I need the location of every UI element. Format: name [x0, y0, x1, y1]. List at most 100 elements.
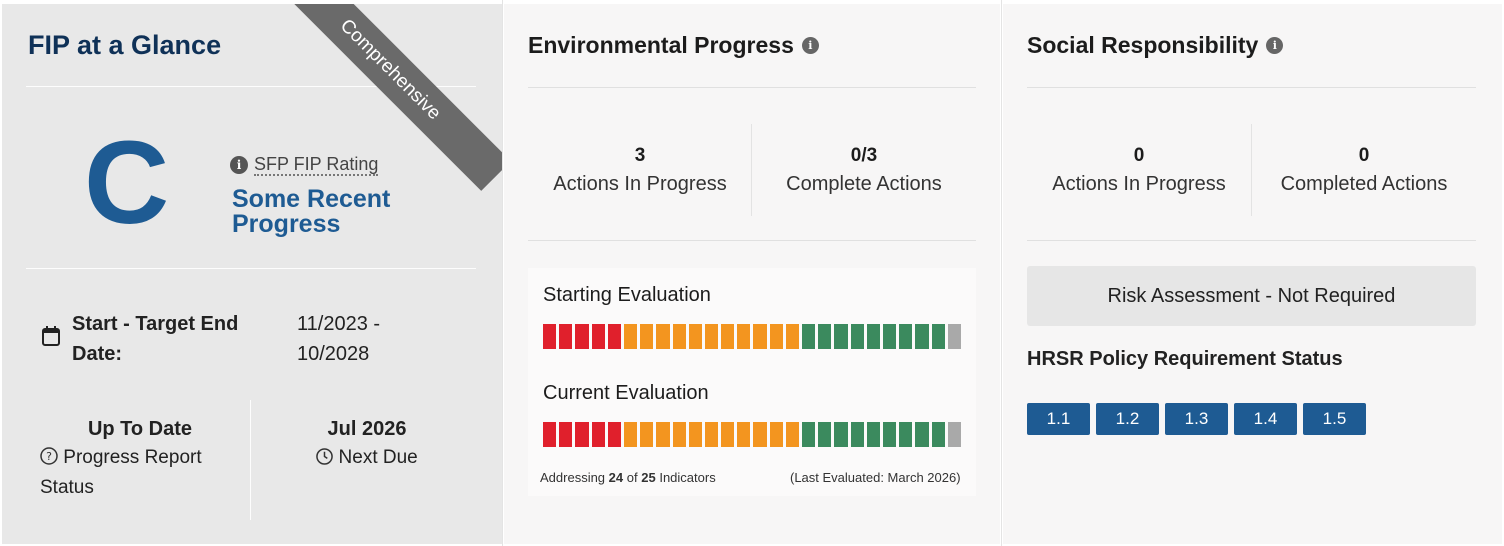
evaluation-segment-red [607, 324, 621, 349]
evaluation-segment-orange [656, 324, 670, 349]
evaluation-segment-orange [704, 422, 719, 447]
evaluation-segment-green [802, 422, 816, 447]
environmental-title-row: Environmental Progress i [528, 32, 819, 59]
report-status: Up To Date [87, 418, 193, 440]
env-actions-in-progress-label: Actions In Progress [553, 173, 727, 195]
evaluation-segment-green [834, 324, 848, 349]
report-status-label-row: ? Progress Report Status [40, 443, 240, 503]
evaluation-segment-green [818, 422, 832, 447]
calendar-icon [42, 326, 60, 346]
social-actions-in-progress: 0 Actions In Progress [1027, 144, 1251, 200]
starting-evaluation-label: Starting Evaluation [543, 284, 711, 306]
evaluation-segment-orange [785, 422, 799, 447]
policy-pill-1-3[interactable]: 1.3 [1165, 403, 1228, 435]
report-status-block: Up To Date ? Progress Report Status [40, 418, 240, 503]
evaluation-segment-orange [721, 422, 735, 447]
clock-icon [316, 448, 334, 465]
environmental-title: Environmental Progress [528, 32, 794, 58]
info-icon[interactable]: i [801, 37, 819, 54]
evaluation-segment-orange [737, 324, 751, 349]
env-actions-in-progress-count: 3 [634, 145, 646, 166]
social-completed-actions-label: Completed Actions [1280, 173, 1448, 195]
risk-assessment-status: Risk Assessment - Not Required [1027, 266, 1476, 326]
evaluation-segment-red [575, 324, 589, 349]
starting-evaluation-bar [543, 324, 961, 349]
current-evaluation-label: Current Evaluation [543, 382, 709, 404]
evaluation-segment-orange [672, 422, 686, 447]
next-due-label-row: Next Due [292, 443, 442, 473]
rating-description: Some Recent Progress [232, 185, 391, 238]
env-complete-actions-label: Complete Actions [786, 173, 942, 195]
evaluation-segment-red [607, 422, 621, 447]
evaluation-segment-green [882, 422, 897, 447]
evaluation-segment-red [591, 422, 605, 447]
rating-label-row[interactable]: i SFP FIP Rating [230, 154, 379, 176]
social-panel: Social Responsibility i 0 Actions In Pro… [1003, 4, 1502, 544]
divider [1027, 240, 1476, 241]
social-title: Social Responsibility [1027, 32, 1259, 58]
rating-label[interactable]: SFP FIP Rating [254, 154, 379, 176]
evaluation-segment-orange [672, 324, 686, 349]
policy-pills: 1.1 1.2 1.3 1.4 1.5 [1027, 403, 1366, 435]
evaluation-segment-red [543, 422, 557, 447]
evaluation-segment-green [899, 422, 913, 447]
policy-pill-1-4[interactable]: 1.4 [1234, 403, 1297, 435]
svg-text:?: ? [46, 450, 52, 463]
evaluation-segment-gray [947, 422, 961, 447]
evaluation-segment-green [850, 324, 864, 349]
evaluation-segment-red [559, 324, 573, 349]
env-complete-actions-count: 0/3 [850, 145, 878, 166]
report-status-label: Progress Report Status [40, 447, 202, 498]
addressing-count: 24 [608, 470, 624, 485]
addressing-of: of [626, 470, 638, 485]
evaluation-segment-orange [737, 422, 751, 447]
evaluation-segment-gray [947, 324, 961, 349]
vertical-divider [250, 400, 251, 520]
evaluation-segment-green [882, 324, 897, 349]
next-due-label: Next Due [338, 447, 418, 468]
evaluation-segment-red [559, 422, 573, 447]
evaluation-segment-orange [704, 324, 719, 349]
evaluation-segment-orange [623, 324, 638, 349]
evaluation-segment-orange [688, 422, 702, 447]
evaluation-segment-red [543, 324, 557, 349]
last-evaluated: (Last Evaluated: March 2026) [790, 470, 961, 485]
next-due-date: Jul 2026 [327, 418, 407, 440]
evaluation-segment-green [866, 422, 880, 447]
panel-divider [502, 0, 503, 546]
evaluation-segment-orange [640, 422, 654, 447]
evaluation-segment-orange [656, 422, 670, 447]
policy-pill-1-1[interactable]: 1.1 [1027, 403, 1090, 435]
evaluation-segment-orange [640, 324, 654, 349]
evaluation-segment-red [575, 422, 589, 447]
evaluation-segment-green [834, 422, 848, 447]
info-icon[interactable]: i [230, 156, 248, 174]
divider [26, 86, 476, 87]
evaluation-segment-green [931, 324, 945, 349]
policy-pill-1-5[interactable]: 1.5 [1303, 403, 1366, 435]
addressing-suffix: Indicators [659, 470, 716, 485]
social-actions-in-progress-count: 0 [1133, 145, 1145, 166]
addressing-total: 25 [641, 470, 656, 485]
evaluation-card: Starting Evaluation Current Evaluation [528, 268, 976, 496]
glance-title: FIP at a Glance [28, 30, 222, 60]
question-icon[interactable]: ? [40, 447, 58, 465]
vertical-divider [1251, 124, 1252, 216]
evaluation-segment-green [899, 324, 913, 349]
panel-divider [1001, 0, 1002, 546]
vertical-divider [751, 124, 752, 216]
evaluation-segment-green [915, 324, 929, 349]
policy-pill-1-2[interactable]: 1.2 [1096, 403, 1159, 435]
env-complete-actions: 0/3 Complete Actions [752, 144, 976, 200]
evaluation-segment-green [818, 324, 832, 349]
info-icon[interactable]: i [1266, 37, 1284, 54]
environmental-panel: Environmental Progress i 3 Actions In Pr… [504, 4, 1000, 544]
evaluation-segment-orange [769, 324, 783, 349]
evaluation-segment-orange [785, 324, 799, 349]
divider [26, 268, 476, 269]
social-title-row: Social Responsibility i [1027, 32, 1284, 59]
evaluation-segment-green [866, 324, 880, 349]
evaluation-segment-orange [688, 324, 702, 349]
date-label: Start - Target End Date: [72, 313, 239, 365]
social-actions-in-progress-label: Actions In Progress [1052, 173, 1226, 195]
